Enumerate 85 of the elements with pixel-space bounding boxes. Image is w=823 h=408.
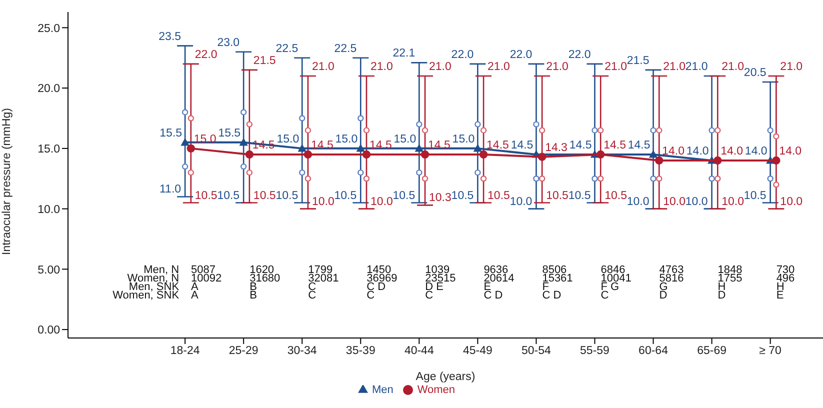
annotation: 22.1 [392,48,416,60]
annotation: 10.5 [744,190,766,202]
annotation: 22.5 [276,42,298,55]
x-tick-label: 35-39 [346,345,376,358]
annotation: 23.0 [217,36,240,49]
annotation: 23.5 [158,30,182,43]
data-label: 15.0 [394,133,416,146]
annotation: 10.5 [276,190,298,202]
data-label: 15.5 [160,127,182,140]
annotation: 21.0 [663,60,686,73]
annotation: 22.0 [510,48,532,61]
y-tick-label: 5.00 [38,264,60,276]
annotation: 21.5 [626,54,650,67]
data-label: 14.5 [628,139,650,152]
data-label: 15.0 [452,133,475,146]
annotation: 22.0 [568,48,591,61]
x-tick-label: ≥ 70 [759,345,782,358]
annotation: 21.0 [685,60,708,73]
data-label: 14.5 [510,139,534,152]
legend-label: Men [372,384,394,396]
annotation: 10.5 [194,190,218,202]
annotation: 20.5 [744,67,766,80]
annotation: 21.0 [780,60,803,73]
annotation: 10.0 [312,196,334,208]
x-tick-label: 65-69 [697,345,727,358]
annotation: 10.0 [780,196,803,208]
annotation: 10.0 [663,196,686,208]
annotation: 10.5 [253,190,276,202]
annotation: 10.0 [510,196,532,208]
annotation: 10.0 [626,196,650,208]
annotation: 10.0 [685,196,708,208]
x-tick-label: 25-29 [228,345,258,358]
annotation: 10.5 [604,190,627,202]
data-label: 14.0 [720,146,744,158]
x-tick-label: 45-49 [462,345,492,358]
data-label: 15.0 [335,133,358,146]
data-label: 14.5 [486,139,509,152]
x-tick-label: 60-64 [638,345,669,358]
annotation: 22.5 [334,42,357,55]
annotation: C [600,290,609,302]
y-tick-label: 10.0 [38,204,60,216]
annotation: 21.0 [312,60,334,73]
annotation: C D [542,290,562,302]
y-tick-label: 15.0 [38,144,60,156]
data-label: 14.0 [779,146,802,158]
data-label: 14.0 [686,146,709,158]
annotation: 10.5 [546,190,568,202]
annotation: 10.0 [722,196,744,208]
x-tick-label: 18-24 [170,345,200,358]
annotation: 10.5 [334,190,357,202]
annotation: 21.0 [429,60,452,73]
data-label: 14.0 [662,146,685,158]
data-label: 15.0 [276,133,300,146]
annotation: 22.0 [451,48,474,61]
annotation: 10.5 [217,190,240,202]
x-tick-label: 30-34 [287,345,318,358]
y-axis-title: Intraocular pressure (mmHg) [1,108,14,255]
annotation: 21.0 [604,60,627,73]
x-tick-label: 55-59 [580,345,610,358]
annotation: 10.5 [451,190,474,202]
annotation: 21.0 [722,60,744,73]
legend-label: Women [417,384,456,396]
annotation: 10.3 [429,192,452,204]
annotation: 21.0 [546,60,568,73]
data-label: 15.5 [218,127,241,140]
annotation: 22.0 [194,48,218,61]
y-tick-label: 0.00 [38,324,60,337]
data-label: 14.5 [569,139,592,152]
x-axis-title: Age (years) [416,371,476,383]
annotation: C D [484,290,503,302]
data-label: 14.5 [604,139,626,152]
annotation: 21.0 [488,60,510,73]
data-label: 14.0 [744,146,768,158]
x-tick-label: 40-44 [404,345,434,358]
annotation: 10.5 [392,190,416,202]
annotation: 21.5 [253,54,276,67]
annotation: 10.0 [370,196,393,208]
y-tick-label: 20.0 [38,83,60,96]
y-tick-label: 25.0 [38,22,60,35]
data-label: 14.3 [545,142,568,154]
annotation: 10.5 [488,190,510,202]
annotation: 21.0 [370,60,393,73]
x-tick-label: 50-54 [522,345,552,358]
annotation: 10.5 [568,190,591,202]
annotation: 11.0 [160,184,182,196]
